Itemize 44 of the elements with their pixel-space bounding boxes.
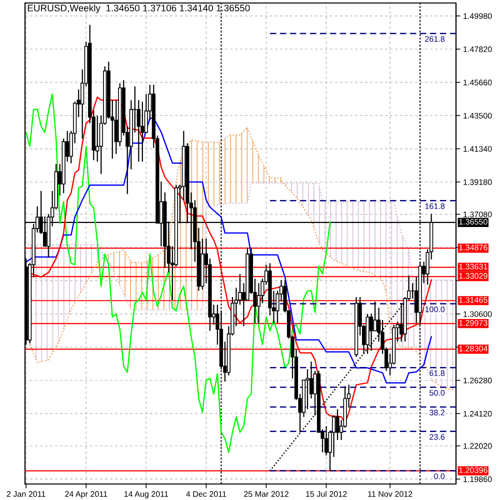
series-label: 261.8 <box>425 36 445 42</box>
ref-line-label: 1.31465 <box>459 297 488 303</box>
x-tick-label: 2 Jan 2011 <box>6 491 46 497</box>
y-tick-label: 1.49980 <box>464 13 492 19</box>
y-tick-label: 1.19860 <box>464 476 492 482</box>
y-tick-label: 1.43500 <box>464 112 492 119</box>
series-label: 38.2 <box>430 410 444 416</box>
y-tick-label: 1.41340 <box>464 146 492 152</box>
ref-line-label: 1.20396 <box>459 467 488 473</box>
ref-line-label: 1.29973 <box>459 320 488 326</box>
series-label: 161.8 <box>425 203 445 210</box>
candlestick <box>336 408 340 441</box>
line-series <box>27 182 454 311</box>
y-tick-label: 1.37080 <box>464 212 492 218</box>
ref-line-label: 1.28304 <box>459 346 488 352</box>
ref-line-label: 1.36550 <box>459 218 488 225</box>
series-label: 61.8 <box>430 370 445 376</box>
series-label: 50.0 <box>430 390 445 396</box>
line-series <box>25 93 331 453</box>
chart-title: EURUSD,Weekly 1.34650 1.37106 1.34140 1.36550 <box>28 4 250 14</box>
candlestick <box>373 301 377 332</box>
y-tick-label: 1.26280 <box>464 378 492 384</box>
series-label: 100.0 <box>425 306 445 312</box>
y-tick-label: 1.45660 <box>464 80 492 86</box>
ref-line-label: 1.33631 <box>459 264 488 270</box>
y-tick-label: 1.22020 <box>464 443 492 449</box>
x-tick-label: 25 Mar 2012 <box>244 491 288 497</box>
candlestick <box>256 282 261 324</box>
series-label: 0.0 <box>434 473 445 480</box>
x-tick-label: 14 Aug 2011 <box>124 491 168 498</box>
ref-line-label: 1.33029 <box>459 273 488 279</box>
y-tick-label: 1.39180 <box>464 179 492 185</box>
candlestick <box>324 426 328 456</box>
series-label: 23.6 <box>430 434 445 440</box>
candlestick <box>306 368 310 410</box>
x-tick-label: 11 Nov 2012 <box>368 491 412 497</box>
x-tick-label: 15 Jul 2012 <box>306 490 347 497</box>
y-tick-label: 1.24120 <box>464 410 492 417</box>
x-tick-label: 4 Dec 2011 <box>186 491 226 497</box>
y-tick-label: 1.47820 <box>464 46 492 52</box>
x-tick-label: 24 Apr 2011 <box>65 491 108 498</box>
candlestick <box>140 101 144 162</box>
y-tick-label: 1.30600 <box>464 311 492 317</box>
ref-line-label: 1.34876 <box>459 244 488 250</box>
